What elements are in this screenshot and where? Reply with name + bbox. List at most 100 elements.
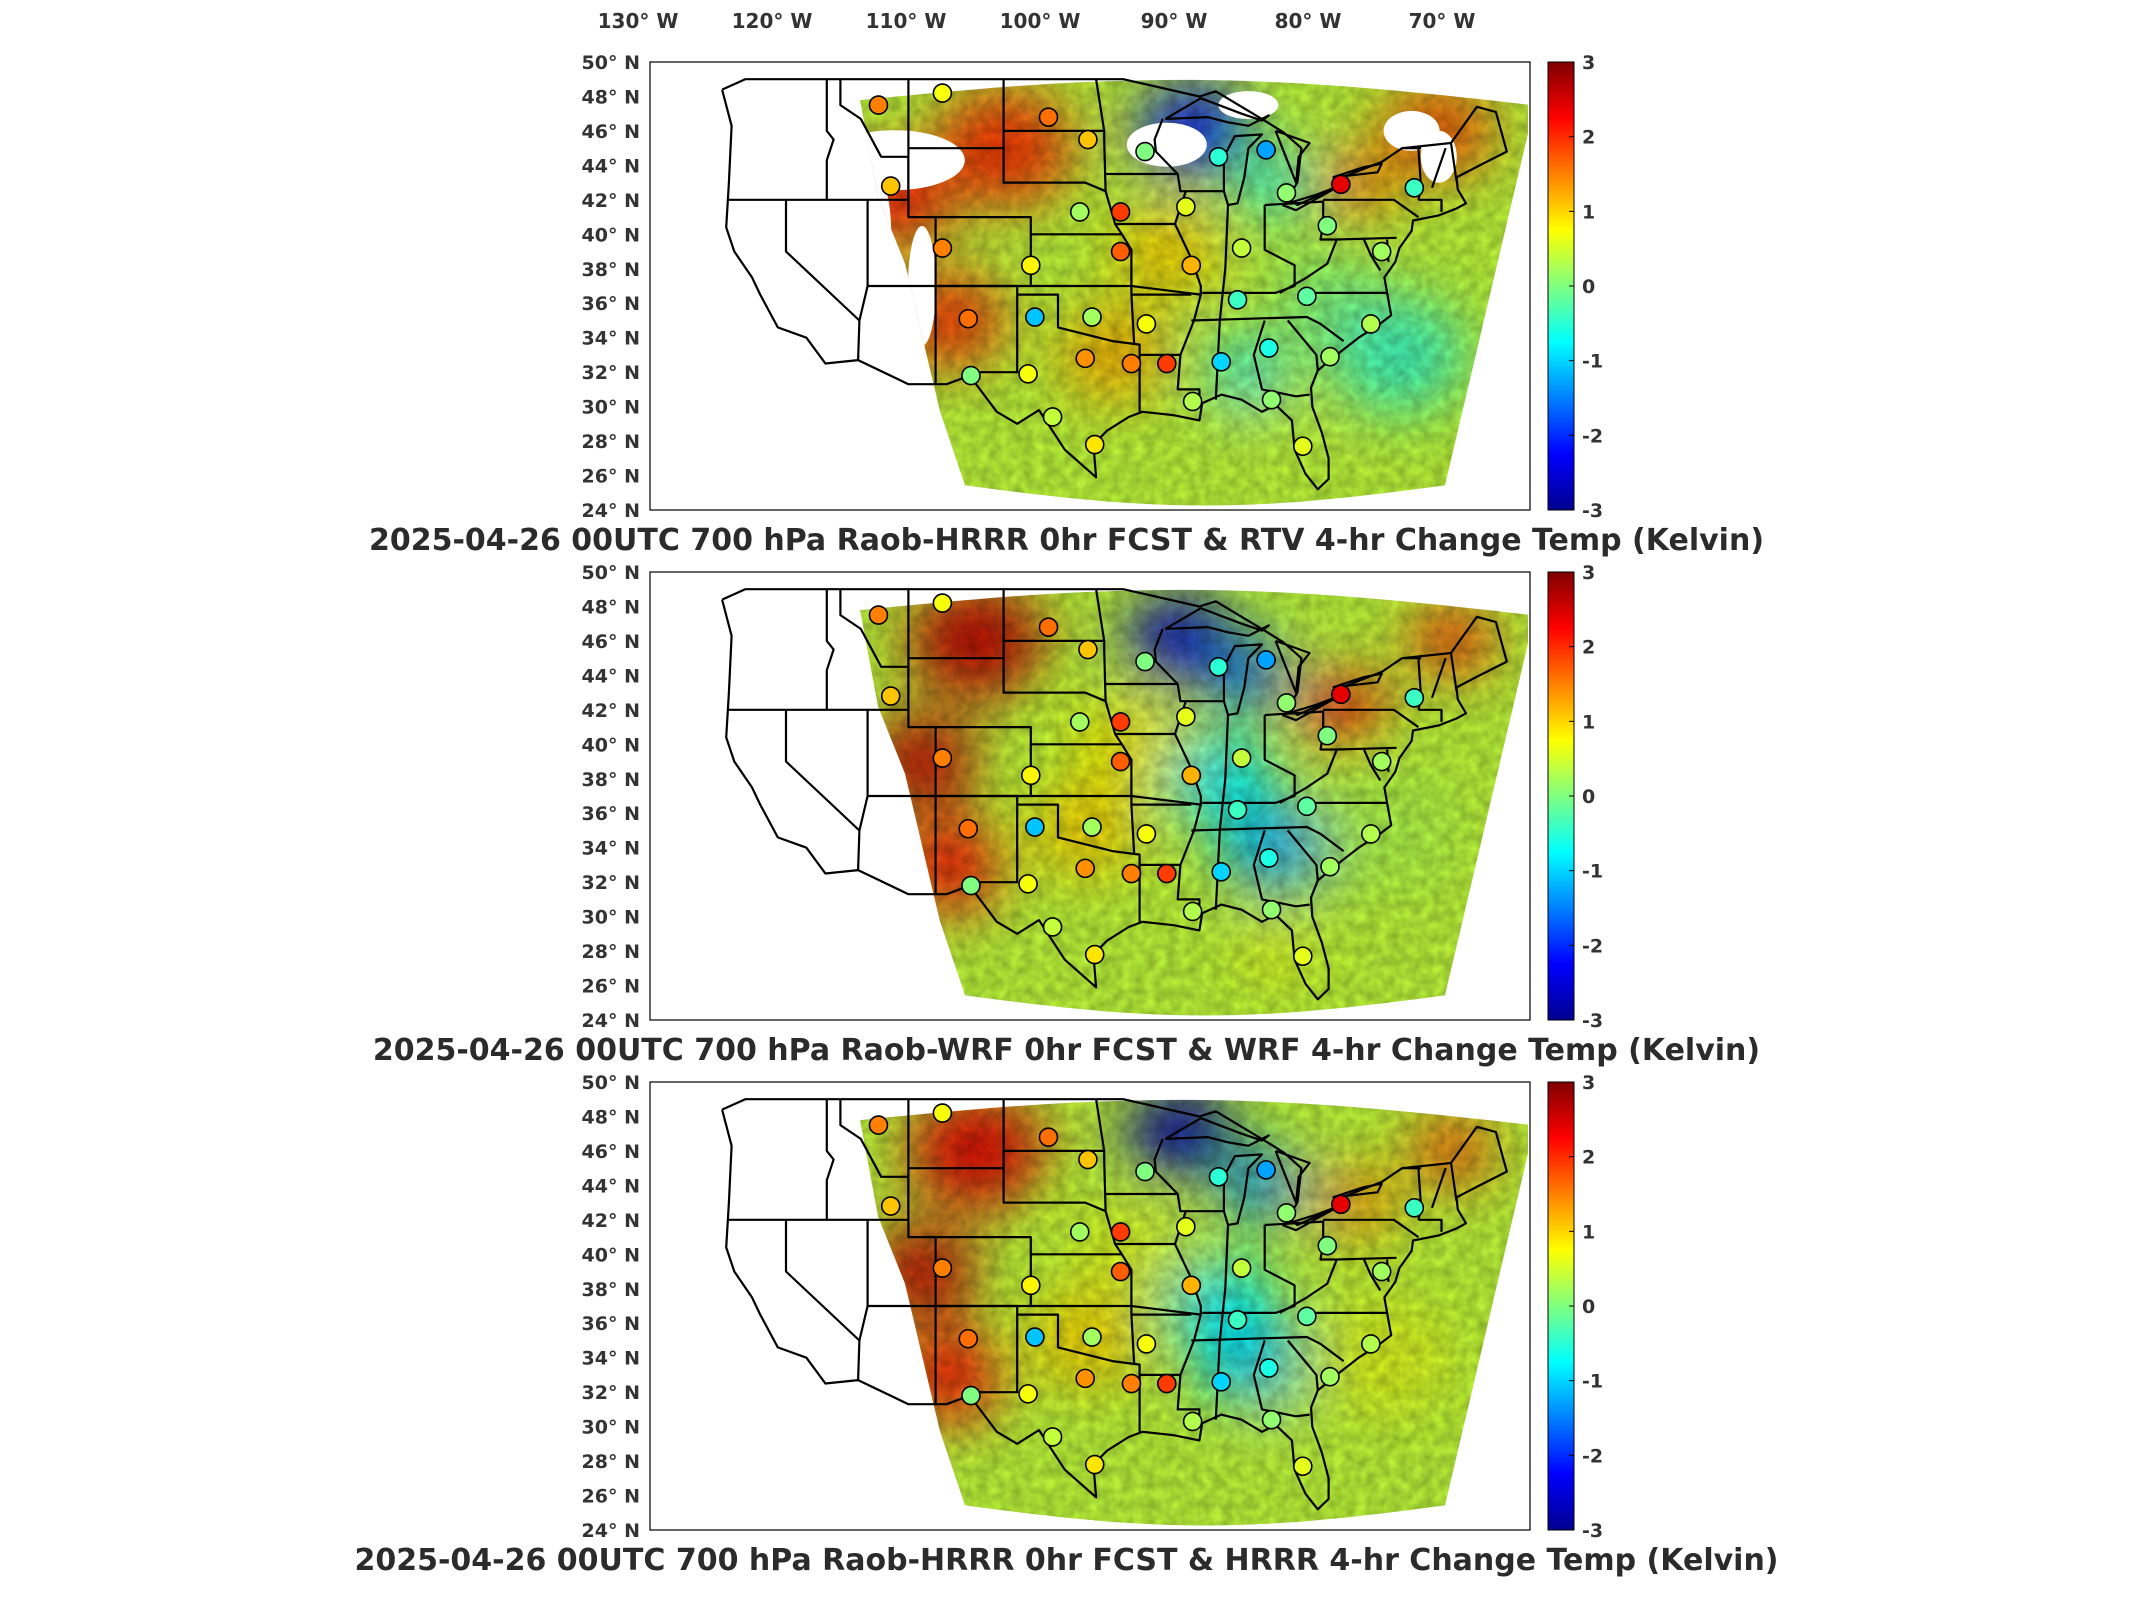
lat-label-46: 46° N [582, 121, 640, 143]
raob-station-marker [1361, 314, 1381, 334]
colorbar-tick-label: -3 [1582, 1010, 1603, 1032]
lat-label-36: 36° N [582, 293, 640, 315]
raob-station-marker [1157, 353, 1177, 374]
raob-station-marker [1404, 177, 1425, 198]
raob-station-marker [1084, 944, 1105, 965]
colorbar-tick-label: -1 [1582, 351, 1603, 373]
lat-label-42: 42° N [582, 700, 640, 722]
raob-station-marker [1038, 617, 1059, 637]
panel-title-1: 2025-04-26 00UTC 700 hPa Raob-HRRR 0hr F… [368, 523, 1765, 558]
raob-station-marker [1276, 693, 1297, 713]
lat-label-44: 44° N [582, 155, 640, 177]
raob-station-marker [961, 365, 981, 386]
raob-station-marker [880, 1196, 901, 1216]
lat-label-30: 30° N [582, 1417, 640, 1439]
lat-label-30: 30° N [582, 397, 640, 419]
raob-station-marker [1075, 348, 1095, 369]
lat-label-28: 28° N [582, 431, 640, 453]
raob-station-marker [1082, 817, 1102, 837]
raob-station-marker [1110, 751, 1131, 772]
state-boundaries [721, 78, 1508, 491]
raob-station-marker [1082, 307, 1102, 327]
raob-station-marker [1042, 1427, 1063, 1447]
lat-label-42: 42° N [582, 190, 640, 212]
raob-station-marker [1136, 1334, 1157, 1354]
colorbar-tick-label: -2 [1582, 1445, 1603, 1467]
raob-station-marker [1317, 215, 1338, 236]
latitude-axis: 50° N 48° N 46° N 44° N 42° N 40° N 38° N 36° N… [582, 52, 640, 522]
lat-label-28: 28° N [582, 1451, 640, 1473]
colorbar-tick-label: 3 [1582, 562, 1595, 584]
lat-label-36: 36° N [582, 1313, 640, 1335]
colorbar-tick-label: -1 [1582, 861, 1603, 883]
raob-stations [868, 593, 1425, 967]
raob-station-marker [1317, 725, 1338, 746]
raob-station-marker [1176, 196, 1196, 217]
raob-station-marker [1317, 1235, 1338, 1256]
raob-station-marker [1084, 1454, 1105, 1475]
lon-label-90: 90° W [1141, 9, 1208, 33]
raob-station-marker [1371, 751, 1392, 772]
lat-label-40: 40° N [582, 224, 640, 246]
raob-station-marker [1211, 862, 1231, 882]
raob-station-marker [1136, 824, 1157, 844]
raob-station-marker [958, 1328, 979, 1349]
map-panel-raob-hrrr-rtv: 50° N 48° N 46° N 44° N 42° N 40° N 38° N 36° N… [582, 52, 1604, 522]
latitude-axis: 50° N 48° N 46° N 44° N 42° N 40° N 38° N 36° N… [582, 1072, 640, 1542]
lat-label-38: 38° N [582, 259, 640, 281]
raob-station-marker [1181, 255, 1202, 276]
raob-station-marker [1135, 1161, 1155, 1182]
colorbar-tick-label: 3 [1582, 1072, 1595, 1094]
state-boundaries [721, 1098, 1508, 1511]
lat-label-46: 46° N [582, 1141, 640, 1163]
raob-station-marker [1075, 858, 1095, 879]
colorbar-tick-label: 2 [1582, 1147, 1595, 1169]
lat-label-50: 50° N [582, 52, 640, 74]
raob-station-marker [1018, 874, 1038, 894]
raob-station-marker [1297, 1306, 1317, 1327]
raob-station-marker [1110, 712, 1131, 732]
raob-station-marker [1042, 407, 1063, 427]
raob-station-marker [1259, 338, 1279, 358]
panel-title-2: 2025-04-26 00UTC 700 hPa Raob-WRF 0hr FC… [372, 1033, 1761, 1068]
raob-station-marker [1110, 241, 1131, 262]
raob-station-marker [1231, 238, 1252, 258]
raob-station-marker [1211, 352, 1231, 372]
raob-station-marker [1320, 1366, 1340, 1387]
lat-label-32: 32° N [582, 872, 640, 894]
lon-label-80: 80° W [1275, 9, 1342, 33]
raob-station-marker [1135, 651, 1155, 672]
raob-station-marker [868, 605, 889, 625]
lat-label-46: 46° N [582, 631, 640, 653]
colorbar-tick-label: 1 [1582, 1221, 1595, 1243]
lon-label-120: 120° W [732, 9, 813, 33]
lat-label-50: 50° N [582, 562, 640, 584]
raob-station-marker [1259, 848, 1279, 868]
colorbar-tick-label: -3 [1582, 500, 1603, 522]
colorbar-tick-label: 0 [1582, 786, 1595, 808]
raob-station-marker [1361, 824, 1381, 844]
raob-station-marker [1018, 1384, 1038, 1404]
lat-label-34: 34° N [582, 1348, 640, 1370]
colorbar: 3 2 1 0 -1 -2 -3 [1547, 1072, 1603, 1542]
colorbar-tick-label: -3 [1582, 1520, 1603, 1542]
raob-station-marker [1078, 129, 1098, 150]
colorbar-tick-label: 1 [1582, 201, 1595, 223]
lat-label-30: 30° N [582, 907, 640, 929]
raob-station-marker [1231, 1258, 1252, 1278]
colorbar: 3 2 1 0 -1 -2 -3 [1547, 562, 1603, 1032]
raob-station-marker [1021, 765, 1041, 786]
raob-station-marker [932, 748, 953, 768]
raob-station-marker [1256, 650, 1276, 670]
raob-station-marker [1276, 183, 1297, 203]
raob-station-marker [1021, 255, 1041, 276]
lat-label-38: 38° N [582, 1279, 640, 1301]
lat-label-24: 24° N [582, 1520, 640, 1542]
raob-station-marker [1121, 353, 1142, 374]
lat-label-44: 44° N [582, 1175, 640, 1197]
raob-station-marker [1069, 1222, 1090, 1242]
lat-label-36: 36° N [582, 803, 640, 825]
raob-station-marker [1025, 307, 1045, 327]
lat-label-32: 32° N [582, 362, 640, 384]
raob-station-marker [1157, 863, 1177, 884]
